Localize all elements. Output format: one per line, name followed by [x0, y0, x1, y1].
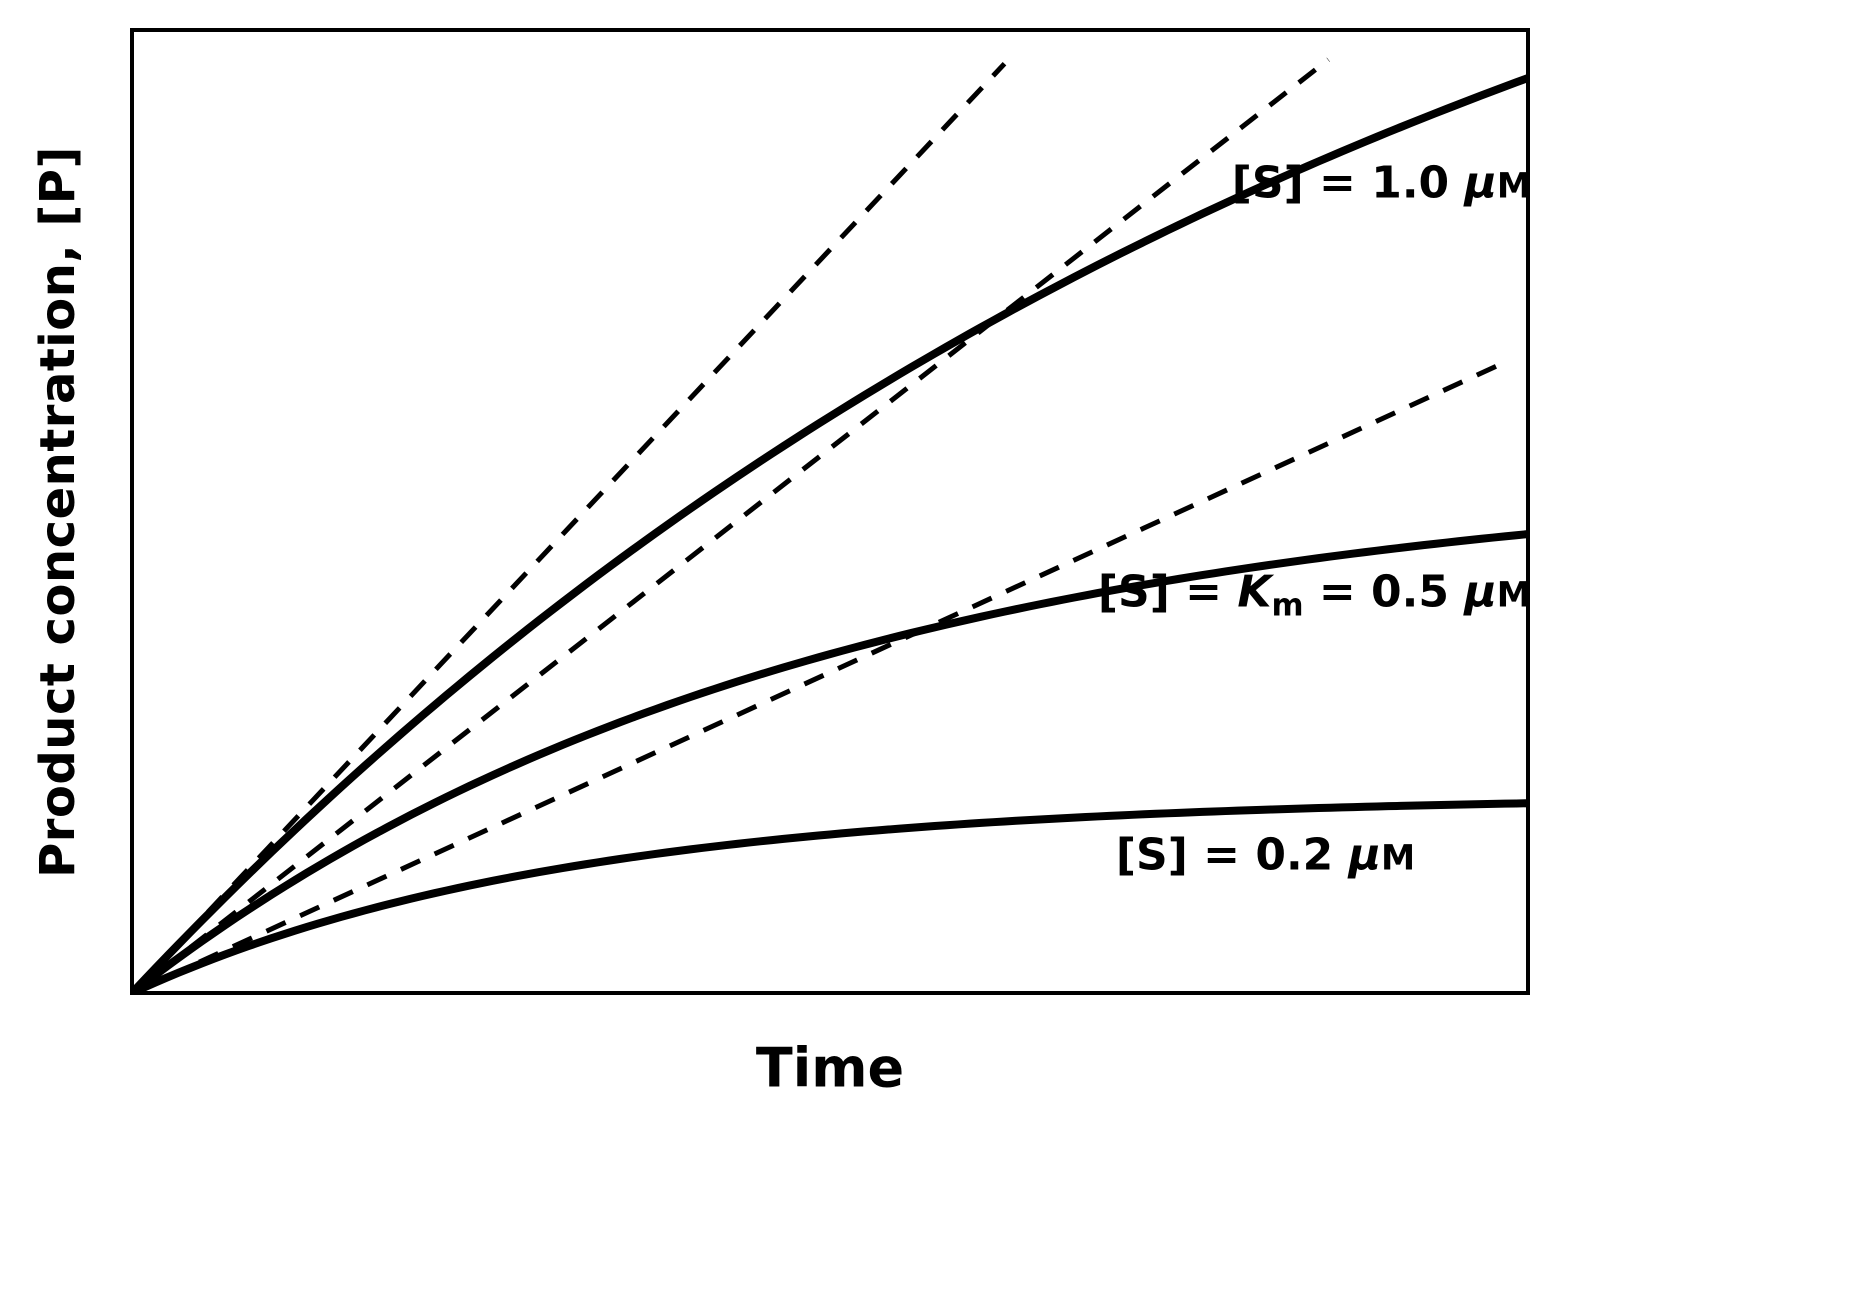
series-label-part: M: [1496, 575, 1531, 616]
series-label-part: [S] = 0.2: [1115, 829, 1349, 881]
series-label-part: K: [1237, 566, 1272, 618]
progress-curve-1: [132, 74, 1528, 993]
progress-curve-2: [132, 530, 1528, 993]
series-label-part: = 0.5: [1303, 566, 1465, 618]
plot-frame: [130, 28, 1530, 995]
series-label-part: M: [1496, 166, 1532, 207]
series-label-part: m: [1271, 587, 1304, 624]
series-label-2: [S] = Km = 0.5 μM: [1098, 567, 1531, 624]
series-label-3: [S] = 0.2 μM: [1116, 830, 1415, 881]
series-label-1: [S] = 1.0 μM: [1232, 158, 1531, 209]
series-label-part: [S] = 1.0: [1231, 157, 1465, 209]
y-axis-label: Product concentration, [P]: [30, 146, 86, 878]
series-label-part: M: [1381, 838, 1416, 879]
initial-velocity-tangent-3: [132, 358, 1510, 993]
initial-velocity-tangent-1: [132, 61, 1007, 993]
initial-velocity-tangent-2: [132, 57, 1330, 993]
series-label-part: [S] =: [1097, 566, 1238, 618]
progress-curve-3: [132, 799, 1528, 993]
series-label-part: μ: [1464, 157, 1497, 209]
series-label-part: μ: [1348, 829, 1382, 881]
x-axis-label: Time: [755, 1036, 905, 1100]
series-label-part: μ: [1464, 566, 1497, 618]
